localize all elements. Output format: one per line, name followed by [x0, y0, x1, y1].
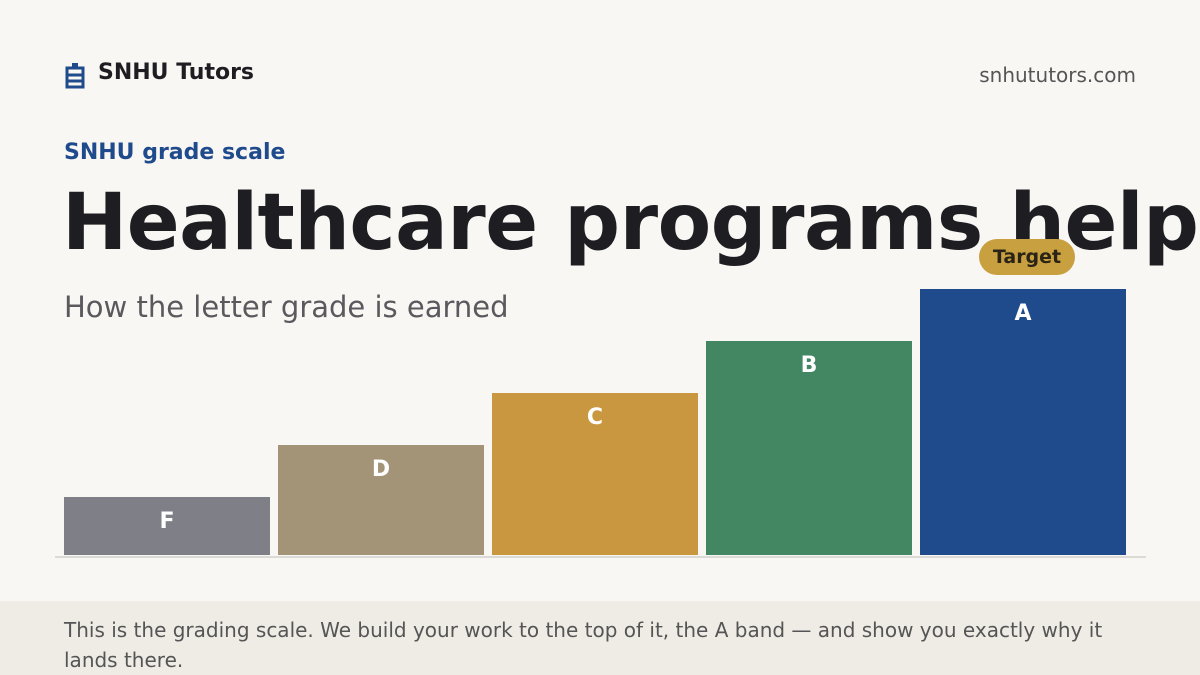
brand: SNHU Tutors	[98, 60, 255, 85]
grade-step: D	[278, 445, 484, 555]
grade-step: B	[706, 341, 912, 555]
footer-text: This is the grading scale. We build your…	[64, 618, 1103, 672]
site: snhututors.com	[979, 63, 1136, 87]
grade-step: F	[64, 497, 270, 555]
baseline	[55, 556, 1146, 558]
grade-step: A	[920, 289, 1126, 555]
footer	[0, 601, 1200, 675]
eyebrow: SNHU grade scale	[64, 140, 286, 165]
grade-step: C	[492, 393, 698, 555]
badge: Target	[979, 239, 1075, 275]
brand-icon	[65, 63, 85, 89]
subtitle: How the letter grade is earned	[64, 290, 509, 324]
